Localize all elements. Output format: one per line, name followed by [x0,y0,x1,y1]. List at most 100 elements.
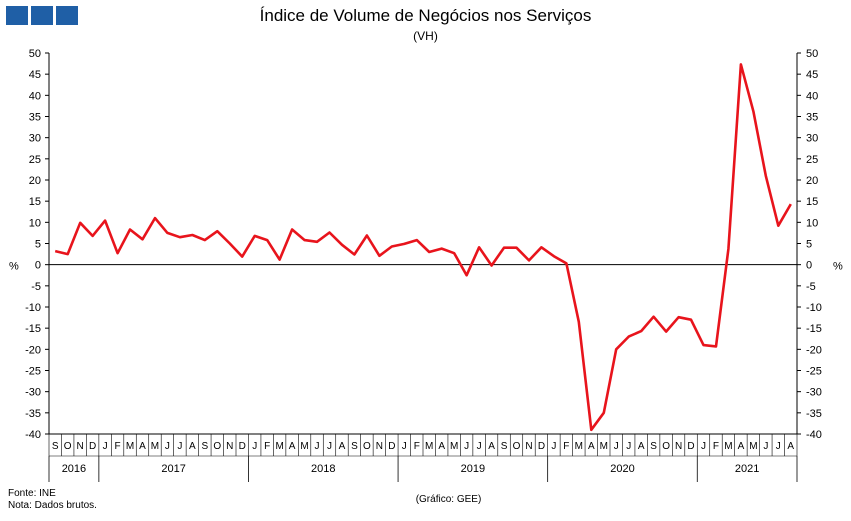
month-label: N [77,441,84,452]
data-point [466,274,468,276]
data-point [154,217,156,219]
data-point [603,412,605,414]
y-tick-label-right: 50 [806,48,818,60]
y-tick-label-right: -40 [806,429,822,441]
month-label: A [189,441,196,452]
y-tick-label-right: -5 [806,281,816,293]
data-point [528,259,530,261]
data-point [590,429,592,431]
y-tick-label-left: 5 [35,239,41,251]
y-tick-label-right: -10 [806,302,822,314]
month-label: M [275,441,283,452]
y-tick-label-right: 45 [806,69,818,81]
month-label: J [763,441,768,452]
y-tick-label-right: 0 [806,260,812,272]
month-label: A [438,441,445,452]
series-line [54,63,792,432]
month-label: D [388,441,395,452]
data-point [92,235,94,237]
month-label: F [115,441,121,452]
month-label: D [538,441,545,452]
y-tick-label-right: 5 [806,239,812,251]
month-label: J [315,441,320,452]
month-label: A [488,441,495,452]
data-point [653,316,655,318]
data-point [266,239,268,241]
y-tick-label-left: -25 [25,366,41,378]
data-point [752,110,754,112]
data-point [79,222,81,224]
month-label: N [525,441,532,452]
y-tick-label-right: 20 [806,175,818,187]
y-tick-label-right: -25 [806,366,822,378]
month-label: J [776,441,781,452]
data-point [216,230,218,232]
data-point [104,220,106,222]
month-label: J [464,441,469,452]
data-point [378,255,380,257]
data-point [329,231,331,233]
month-label: A [139,441,146,452]
y-tick-label-left: -5 [31,281,41,293]
credit-note: (Gráfico: GEE) [415,494,482,505]
month-label: N [226,441,233,452]
y-tick-label-left: 15 [29,196,41,208]
month-label: S [351,441,358,452]
data-point [416,239,418,241]
y-tick-label-left: 10 [29,217,41,229]
month-label: M [724,441,732,452]
data-point [316,241,318,243]
data-point [478,246,480,248]
y-unit-label-right: % [833,261,843,273]
month-label: F [414,441,420,452]
data-point [715,345,717,347]
month-label: J [477,441,482,452]
data-note: Nota: Dados brutos. [8,500,97,511]
month-label: M [575,441,583,452]
y-tick-label-left: -30 [25,387,41,399]
year-label: 2018 [311,463,335,475]
data-point [765,175,767,177]
y-tick-label-right: 15 [806,196,818,208]
data-point [678,316,680,318]
data-point [191,234,193,236]
data-point [341,244,343,246]
logo-block [6,6,28,25]
data-point [241,256,243,258]
month-label: A [289,441,296,452]
data-point [665,331,667,333]
y-tick-label-right: 40 [806,90,818,102]
month-label: J [165,441,170,452]
month-label: F [713,441,719,452]
month-label: O [363,441,371,452]
data-point [615,348,617,350]
data-point [142,238,144,240]
data-point [628,336,630,338]
data-point [254,235,256,237]
logo [6,6,78,25]
data-point [540,246,542,248]
y-tick-label-left: -35 [25,408,41,420]
y-tick-label-right: -15 [806,323,822,335]
data-point [117,252,119,254]
y-tick-label-left: 50 [29,48,41,60]
year-label: 2017 [161,463,185,475]
y-tick-label-left: 25 [29,154,41,166]
data-point [790,203,792,205]
data-point [491,265,493,267]
month-label: D [239,441,246,452]
data-point [428,251,430,253]
data-point [690,319,692,321]
month-label: J [327,441,332,452]
month-label: M [450,441,458,452]
y-tick-label-right: 10 [806,217,818,229]
month-label: O [662,441,670,452]
month-label: J [701,441,706,452]
data-point [166,232,168,234]
data-point [366,234,368,236]
data-point [565,262,567,264]
month-label: O [64,441,72,452]
year-label: 2016 [62,463,86,475]
y-tick-label-left: 30 [29,133,41,145]
